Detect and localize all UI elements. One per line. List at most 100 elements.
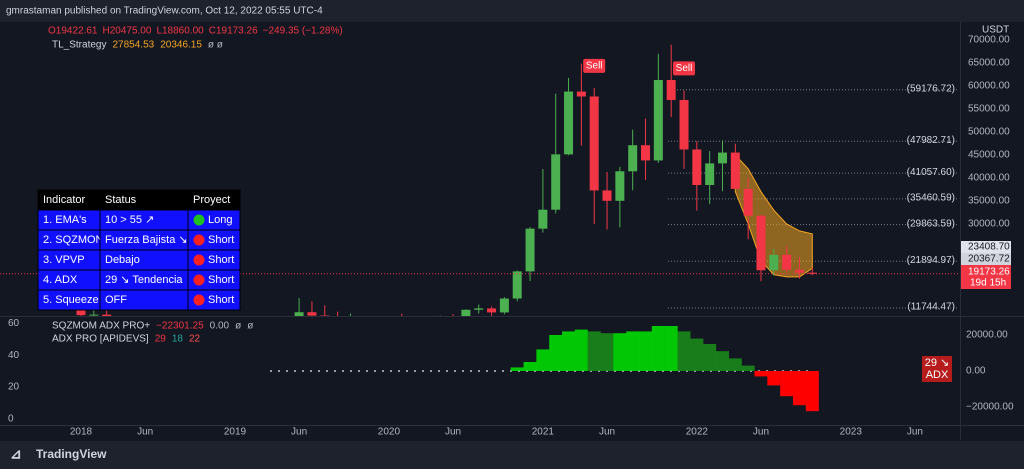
indicator-legend: ADX PRO [APIDEVS] — [52, 334, 149, 345]
table-text: 29 ↘ Tendencia — [105, 274, 183, 286]
ohlc-value: C19173.26 — [209, 26, 258, 37]
table-text: 4. ADX — [43, 274, 78, 286]
table-text: 2. SQZMON — [43, 234, 104, 246]
candle-body — [487, 308, 497, 313]
momentum-bar — [651, 326, 665, 371]
candle-body — [551, 154, 561, 210]
strategy-legend: TL_Strategy — [52, 40, 106, 51]
price-label: 20367.72 — [968, 254, 1010, 265]
candle-body — [205, 333, 214, 344]
candle-body — [512, 271, 522, 299]
candle-body — [769, 254, 779, 271]
strategy-legend: 20346.15 — [160, 40, 202, 51]
indicator-legend: 18 — [172, 334, 184, 345]
candle-body — [333, 318, 342, 324]
price-label-box — [961, 253, 1011, 265]
candle-body — [782, 254, 792, 270]
strategy-legend: ø ø — [208, 40, 223, 51]
price-label: 23408.70 — [968, 242, 1010, 253]
candle-body — [718, 152, 727, 164]
fib-label: (41057.60) — [907, 167, 955, 178]
momentum-bar — [626, 331, 640, 371]
brand-logo: ⊿ — [10, 446, 22, 462]
fib-label: (29863.59) — [907, 218, 955, 229]
x-tick-label: Jun — [599, 427, 615, 438]
candle-body — [615, 171, 625, 201]
candle-body — [807, 272, 817, 274]
adx-badge: ADX — [926, 369, 949, 381]
x-tick-label: 2018 — [70, 427, 93, 438]
top-bar — [0, 0, 1024, 22]
candle-body — [256, 343, 265, 344]
y-tick-label: 55000.00 — [968, 104, 1010, 115]
momentum-bar — [805, 371, 819, 412]
candle-body — [423, 322, 432, 332]
indicator-legend: −22301.25 — [156, 321, 204, 332]
candle-body — [666, 80, 676, 101]
x-tick-label: Jun — [753, 427, 769, 438]
momentum-bar — [536, 349, 550, 371]
momentum-bar — [767, 371, 781, 386]
fib-label: (11744.47) — [907, 302, 955, 313]
indicator-legend: ø — [247, 321, 253, 332]
candle-body — [705, 163, 715, 185]
y-tick-label: 45000.00 — [968, 150, 1010, 161]
ohlc-value: −249.35 (−1.28%) — [263, 26, 343, 37]
momentum-bar — [664, 326, 678, 371]
last-price-label: 19173.26 — [968, 267, 1010, 278]
candle-body — [576, 91, 586, 97]
candle-body — [449, 319, 458, 320]
x-tick-label: 2019 — [224, 427, 247, 438]
ohlc-value: O19422.61 — [48, 26, 98, 37]
x-tick-label: Jun — [445, 427, 461, 438]
candle-body — [269, 337, 278, 343]
candle-body — [89, 314, 99, 316]
candle-body — [692, 149, 702, 185]
x-tick-label: 2021 — [532, 427, 555, 438]
main-pane — [0, 44, 960, 346]
momentum-bar — [549, 335, 563, 371]
candle-body — [461, 309, 471, 316]
candle-body — [372, 327, 381, 329]
sell-signal: Sell — [586, 60, 603, 71]
momentum-bar — [600, 333, 614, 371]
y-tick-label: 70000.00 — [968, 35, 1010, 46]
status-dot — [193, 254, 205, 266]
candle-body — [628, 145, 638, 172]
candle-body — [243, 344, 252, 346]
brand: TradingView — [36, 447, 107, 461]
candle-body — [384, 319, 393, 329]
table-text: Debajo — [105, 254, 140, 266]
y-tick-label: 35000.00 — [968, 196, 1010, 207]
y-tick-label: 50000.00 — [968, 127, 1010, 138]
candle-body — [499, 298, 509, 313]
ohlc-value: L18860.00 — [156, 26, 204, 37]
candle-body — [218, 343, 227, 344]
x-tick-label: Jun — [907, 427, 923, 438]
x-tick-label: Jun — [291, 427, 307, 438]
x-tick-label: 2022 — [686, 427, 709, 438]
indicator-legend: 29 — [155, 334, 167, 345]
status-dot — [193, 214, 205, 226]
mom-tick-label: 20000.00 — [966, 330, 1008, 341]
table-text: OFF — [105, 294, 127, 306]
table-text: Short — [208, 294, 234, 306]
momentum-bar — [780, 371, 794, 397]
overlay: O19422.61 H20475.00 L18860.00 C19173.26 −249… — [8, 26, 1014, 438]
momentum-bar — [792, 371, 806, 406]
candle-body — [564, 91, 574, 155]
candle-body — [679, 100, 689, 150]
momentum-bar — [523, 362, 537, 371]
candle-body — [410, 323, 419, 333]
momentum-bar — [690, 338, 704, 371]
table-text: 1. EMA's — [43, 214, 87, 226]
bottom-bar — [0, 441, 1024, 469]
countdown: 19d 15h — [970, 278, 1006, 289]
momentum-bar — [613, 333, 627, 371]
candle-body — [538, 209, 548, 229]
table-text: Short — [208, 254, 234, 266]
publisher: gmrastaman published on TradingView.com,… — [6, 6, 323, 17]
candle-body — [294, 312, 304, 316]
candle-body — [756, 215, 766, 271]
